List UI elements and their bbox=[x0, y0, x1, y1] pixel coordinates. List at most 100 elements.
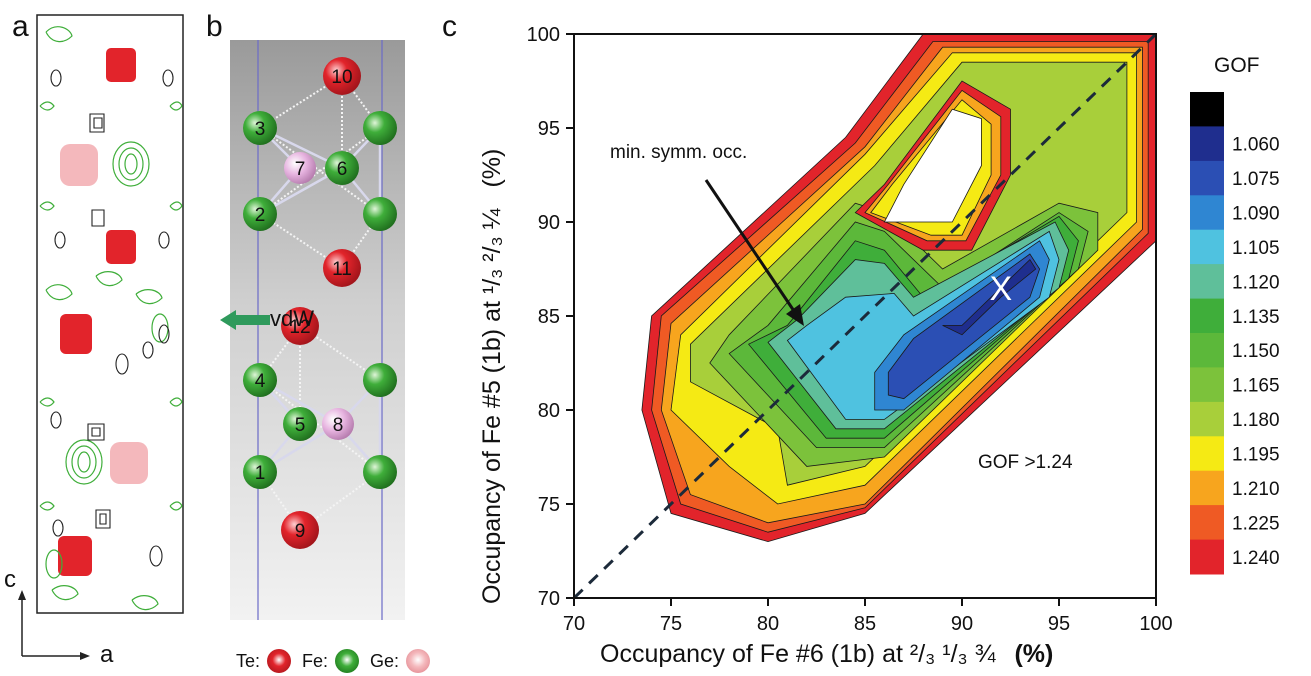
legend-ge-swatch bbox=[406, 649, 431, 673]
x-tick-label: 85 bbox=[854, 613, 876, 635]
colorbar: 1.060 1.075 1.090 1.105 1.120 1.135 1.150 1.165… bbox=[1190, 92, 1280, 575]
fe-contour bbox=[131, 595, 159, 611]
fe-atom-right-mid bbox=[363, 197, 397, 231]
black-contour bbox=[158, 231, 170, 249]
colorbar-swatch bbox=[1190, 401, 1224, 437]
legend-te-swatch bbox=[267, 649, 292, 673]
colorbar-label: 1.105 bbox=[1232, 238, 1280, 259]
x-tick-label: 95 bbox=[1048, 613, 1070, 635]
c-axis-label: c bbox=[4, 566, 16, 593]
fe-contour bbox=[95, 271, 123, 287]
x-tick-label: 100 bbox=[1139, 613, 1172, 635]
colorbar-swatch bbox=[1190, 539, 1224, 575]
black-contour bbox=[115, 353, 129, 375]
black-contour bbox=[87, 423, 105, 441]
fe-contour bbox=[112, 141, 150, 187]
black-contour bbox=[142, 341, 154, 359]
a-axis-label: a bbox=[100, 641, 114, 668]
contour-region-1-060 bbox=[942, 258, 1037, 336]
fe-contour bbox=[135, 289, 163, 305]
colorbar-label: 1.165 bbox=[1232, 376, 1280, 397]
ge-atom-7 bbox=[284, 152, 316, 184]
x-axis-unit: (%) bbox=[1014, 640, 1053, 668]
fe-atom-4 bbox=[243, 363, 277, 397]
y-tick-label: 85 bbox=[538, 306, 560, 328]
colorbar-swatch bbox=[1190, 333, 1224, 368]
atom-number: 5 bbox=[295, 415, 306, 436]
fe-contour bbox=[39, 397, 55, 407]
x-tick-label: 75 bbox=[660, 613, 682, 635]
x-tick-label: 80 bbox=[757, 613, 779, 635]
x-tick-label: 70 bbox=[563, 613, 585, 635]
fe-contour bbox=[39, 101, 55, 111]
black-contour bbox=[52, 519, 64, 537]
fe-atom-right-bottom bbox=[363, 455, 397, 489]
fe-contour bbox=[124, 153, 138, 175]
y-tick-label: 90 bbox=[538, 212, 560, 234]
x-axis-label: Occupancy of Fe #6 (1b) at ²/₃ ¹/₃ ¾ (%) bbox=[600, 640, 1053, 668]
black-contour bbox=[50, 69, 62, 87]
y-tick-label: 70 bbox=[538, 588, 560, 610]
black-contour bbox=[158, 324, 170, 344]
x-tick-group: 70 75 80 85 90 95 100 bbox=[563, 598, 1173, 635]
y-axis-unit: (%) bbox=[478, 149, 506, 188]
fe-contour bbox=[45, 284, 73, 301]
min-symm-occ-label: min. symm. occ. bbox=[610, 142, 747, 163]
ge-density bbox=[110, 442, 148, 484]
fe-contour bbox=[118, 147, 144, 181]
ge-atom-8 bbox=[322, 408, 354, 440]
contour-region-hole_white bbox=[883, 108, 982, 223]
fe-atom-right-upper bbox=[363, 111, 397, 145]
axes-indicator bbox=[18, 590, 90, 660]
fe-contour bbox=[65, 439, 103, 485]
colorbar-swatch bbox=[1190, 505, 1224, 540]
atom-number: 2 bbox=[255, 205, 266, 226]
fe-atom-1 bbox=[243, 455, 277, 489]
colorbar-swatch bbox=[1190, 195, 1224, 231]
fe-atom-right-lower bbox=[363, 363, 397, 397]
fe-atom-5 bbox=[283, 407, 317, 441]
y-axis-label-text: Occupancy of Fe #5 (1b) at ¹/₃ ²/₃ ¼ bbox=[478, 207, 506, 604]
y-axis-label: Occupancy of Fe #5 (1b) at ¹/₃ ²/₃ ¼ (%) bbox=[478, 149, 506, 604]
te-density bbox=[106, 48, 136, 82]
vdw-label: vdW bbox=[270, 306, 314, 331]
fe-contour bbox=[169, 101, 183, 111]
te-atom-11 bbox=[323, 249, 361, 287]
colorbar-label: 1.060 bbox=[1232, 135, 1280, 156]
ge-density bbox=[60, 144, 98, 186]
colorbar-label: 1.225 bbox=[1232, 513, 1280, 534]
fe-contour bbox=[45, 549, 63, 579]
te-atom-10 bbox=[323, 57, 361, 95]
colorbar-label: 1.135 bbox=[1232, 307, 1280, 328]
atom-number: 8 bbox=[333, 415, 344, 436]
colorbar-label: 1.090 bbox=[1232, 204, 1280, 225]
te-density bbox=[60, 314, 92, 354]
te-atom-12 bbox=[281, 307, 319, 345]
colorbar-title: GOF bbox=[1214, 54, 1260, 77]
x-axis-label-text: Occupancy of Fe #6 (1b) at ²/₃ ¹/₃ ¾ bbox=[600, 640, 997, 668]
atom-number: 9 bbox=[295, 521, 306, 542]
y-tick-group: 70 75 80 85 90 95 100 bbox=[527, 24, 574, 610]
te-density-group bbox=[58, 48, 136, 576]
atom-number: 12 bbox=[289, 317, 310, 338]
atom-number: 7 bbox=[295, 159, 306, 180]
black-contour bbox=[91, 209, 105, 227]
black-contour bbox=[50, 411, 62, 429]
c-arrowhead bbox=[18, 590, 26, 600]
y-tick-label: 95 bbox=[538, 118, 560, 140]
legend-fe-swatch bbox=[335, 649, 360, 673]
panel-b-crystal-structure: 10 3 7 6 2 11 12 4 5 8 1 9 bbox=[230, 40, 405, 620]
colorbar-swatch bbox=[1190, 298, 1224, 334]
fe-contour bbox=[169, 501, 183, 511]
colorbar-label: 1.210 bbox=[1232, 479, 1280, 500]
fe-contour bbox=[51, 585, 79, 601]
fe-contour bbox=[169, 201, 183, 211]
fe-atom-3 bbox=[243, 111, 277, 145]
te-density bbox=[106, 230, 136, 264]
panel-letter-a: a bbox=[12, 10, 29, 43]
fe-contour-group bbox=[39, 26, 183, 611]
colorbar-swatch bbox=[1190, 229, 1224, 265]
y-tick-label: 75 bbox=[538, 494, 560, 516]
atom-number: 10 bbox=[331, 67, 352, 88]
colorbar-label: 1.180 bbox=[1232, 410, 1280, 431]
